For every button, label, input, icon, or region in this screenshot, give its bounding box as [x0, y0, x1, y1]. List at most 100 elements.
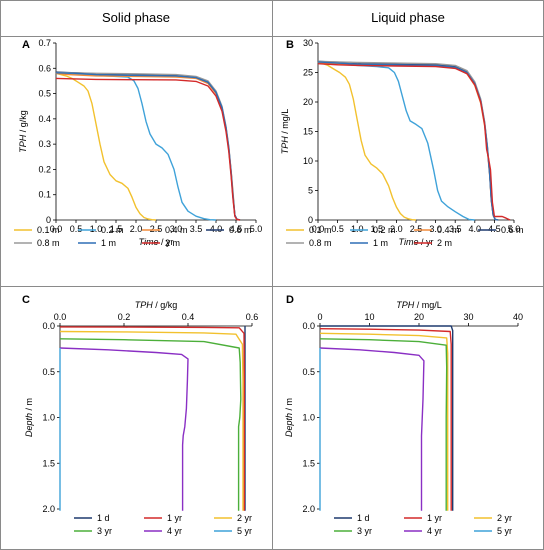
series-line — [59, 326, 246, 511]
series-line — [319, 332, 449, 511]
y-tick-label: 30 — [303, 38, 313, 48]
x-tick-label: 0.4 — [182, 312, 195, 322]
x-tick-label: 0.0 — [312, 224, 325, 234]
x-tick-label: 20 — [414, 312, 424, 322]
legend-label: 5 yr — [497, 526, 512, 536]
series-line — [319, 347, 425, 511]
legend-label: 0.6 m — [501, 225, 524, 235]
y-tick-label: 15 — [303, 127, 313, 137]
x-tick-label: 1.5 — [110, 224, 123, 234]
series-line — [319, 328, 452, 511]
x-tick-label: 4.0 — [469, 224, 482, 234]
legend-label: 2 m — [437, 238, 452, 248]
header-solid-phase: Solid phase — [102, 10, 170, 25]
x-tick-label: 0.6 — [246, 312, 259, 322]
x-tick-label: 4.5 — [488, 224, 501, 234]
legend-label: 3 yr — [357, 526, 372, 536]
legend-label: 0.2 m — [373, 225, 396, 235]
x-axis-title: TPH / g/kg — [135, 300, 178, 310]
legend-label: 0.1 m — [37, 225, 60, 235]
y-tick-label: 0.3 — [38, 139, 51, 149]
x-axis-title: Time / yr — [139, 237, 174, 247]
series-line — [59, 347, 189, 511]
y-tick-label: 1.0 — [302, 413, 315, 423]
x-tick-label: 3.5 — [449, 224, 462, 234]
legend-label: 0.4 m — [437, 225, 460, 235]
series-line — [55, 72, 241, 221]
x-tick-label: 2.0 — [390, 224, 403, 234]
panel-label: A — [22, 39, 30, 51]
x-tick-label: 1.5 — [371, 224, 384, 234]
series-line — [317, 61, 475, 221]
series-line — [55, 77, 241, 221]
y-tick-label: 1.5 — [302, 458, 315, 468]
x-tick-label: 4.5 — [230, 224, 243, 234]
legend-label: 0.1 m — [309, 225, 332, 235]
x-tick-label: 10 — [364, 312, 374, 322]
series-line — [317, 61, 499, 221]
series-line — [55, 72, 241, 221]
x-tick-label: 3.0 — [170, 224, 183, 234]
y-tick-label: 0 — [308, 215, 313, 225]
x-tick-label: 2.0 — [130, 224, 143, 234]
legend-label: 0.4 m — [165, 225, 188, 235]
panel-d: D 0 10 20 30 40 0.0 0.5 1.0 1.5 2.0 TPH / mg/L Depth… — [284, 294, 523, 536]
series-line — [317, 63, 511, 221]
y-tick-label: 0.7 — [38, 38, 51, 48]
x-tick-label: 1.0 — [90, 224, 103, 234]
y-axis-title: Depth / m — [284, 398, 294, 437]
x-tick-label: 0.5 — [70, 224, 83, 234]
y-tick-label: 1.5 — [42, 458, 55, 468]
legend-label: 1 yr — [167, 513, 182, 523]
y-tick-label: 0.5 — [38, 89, 51, 99]
y-tick-label: 25 — [303, 68, 313, 78]
x-tick-label: 2.5 — [150, 224, 163, 234]
legend-label: 2 m — [165, 238, 180, 248]
panel-label: C — [22, 294, 30, 306]
x-tick-label: 0.0 — [50, 224, 63, 234]
x-axis-title: TPH / mg/L — [396, 300, 442, 310]
series-line — [320, 325, 454, 511]
panel-label: D — [286, 294, 294, 306]
column-divider — [272, 0, 273, 550]
y-axis-title: TPH / g/kg — [18, 110, 28, 153]
y-tick-label: 1.0 — [42, 413, 55, 423]
x-tick-label: 3.5 — [190, 224, 203, 234]
y-tick-label: 0.5 — [302, 367, 315, 377]
series-line — [317, 61, 499, 221]
legend-label: 0.8 m — [309, 238, 332, 248]
x-tick-label: 3.0 — [429, 224, 442, 234]
y-tick-label: 20 — [303, 97, 313, 107]
legend-label: 0.8 m — [37, 238, 60, 248]
x-tick-label: 0.0 — [54, 312, 67, 322]
legend-label: 1 d — [357, 513, 370, 523]
y-axis-title: Depth / m — [24, 398, 34, 437]
series-line — [317, 60, 499, 221]
y-axis-title: TPH / mg/L — [280, 109, 290, 155]
y-tick-label: 0.0 — [42, 321, 55, 331]
series-line — [59, 330, 244, 511]
y-tick-label: 0 — [46, 215, 51, 225]
y-tick-label: 0.0 — [302, 321, 315, 331]
y-tick-label: 2.0 — [302, 504, 315, 514]
legend-label: 2 yr — [497, 513, 512, 523]
y-tick-label: 0.2 — [38, 164, 51, 174]
y-tick-label: 0.5 — [42, 367, 55, 377]
series-line — [55, 71, 241, 221]
legend-label: 1 yr — [427, 513, 442, 523]
panel-c: C 0.0 0.2 0.4 0.6 0.0 0.5 1.0 1.5 2.0 TPH / g/kg De… — [22, 294, 258, 536]
x-tick-label: 5.0 — [508, 224, 521, 234]
header-liquid-phase: Liquid phase — [371, 10, 445, 25]
y-tick-label: 5 — [308, 186, 313, 196]
panel-b: B 0.0 0.5 1.0 1.5 2.0 2.5 3.0 3.5 4.0 4.5 5.0 0 5 10 15… — [280, 38, 524, 248]
y-tick-label: 2.0 — [42, 504, 55, 514]
y-tick-label: 0.1 — [38, 190, 51, 200]
legend-label: 2 yr — [237, 513, 252, 523]
x-tick-label: 2.5 — [410, 224, 423, 234]
legend-label: 0.6 m — [229, 225, 252, 235]
x-tick-label: 4.0 — [210, 224, 223, 234]
y-tick-label: 0.6 — [38, 63, 51, 73]
series-line — [317, 60, 499, 221]
legend-label: 1 d — [97, 513, 110, 523]
